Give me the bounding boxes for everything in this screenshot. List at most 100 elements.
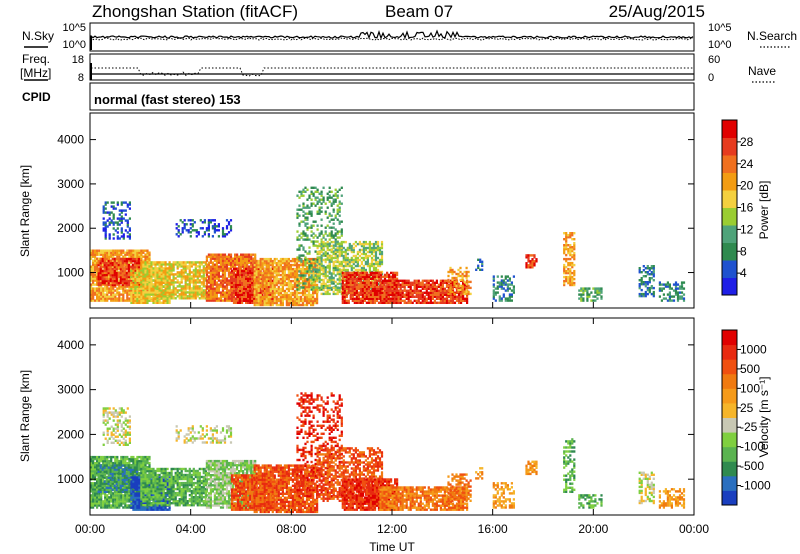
heatmap-cell bbox=[269, 279, 272, 283]
heatmap-cell bbox=[94, 277, 97, 280]
heatmap-cell bbox=[334, 284, 337, 288]
heatmap-cell bbox=[279, 289, 282, 293]
heatmap-cell bbox=[142, 301, 145, 304]
heatmap-cell bbox=[126, 205, 129, 208]
heatmap-cell bbox=[363, 299, 366, 302]
heatmap-cell bbox=[104, 271, 107, 274]
heatmap-cell bbox=[104, 253, 107, 256]
heatmap-cell bbox=[232, 291, 236, 294]
heatmap-cell bbox=[291, 263, 294, 267]
heatmap-cell bbox=[257, 279, 260, 283]
heatmap-cell bbox=[363, 277, 366, 280]
heatmap-cell bbox=[287, 267, 290, 271]
heatmap-cell bbox=[188, 261, 191, 264]
heatmap-cell bbox=[295, 263, 299, 267]
heatmap-cell bbox=[142, 299, 145, 302]
heatmap-cell bbox=[389, 293, 392, 296]
heatmap-cell bbox=[132, 279, 135, 282]
heatmap-cell bbox=[100, 289, 103, 292]
heatmap-cell bbox=[96, 279, 99, 282]
heatmap-cell bbox=[232, 267, 236, 271]
heatmap-cell bbox=[136, 289, 139, 292]
heatmap-cell bbox=[118, 295, 121, 298]
heatmap-cell bbox=[117, 271, 120, 275]
heatmap-cell bbox=[395, 291, 398, 294]
heatmap-cell bbox=[207, 221, 210, 224]
heatmap-cell bbox=[140, 263, 143, 266]
heatmap-cell bbox=[213, 281, 216, 284]
heatmap-cell bbox=[176, 275, 179, 278]
heatmap-cell bbox=[111, 279, 114, 283]
heatmap-cell bbox=[395, 301, 398, 304]
heatmap-cell bbox=[156, 283, 159, 286]
heatmap-cell bbox=[367, 281, 370, 284]
heatmap-cell bbox=[215, 271, 218, 274]
heatmap-cell bbox=[219, 283, 223, 286]
heatmap-cell bbox=[318, 280, 321, 284]
heatmap-cell bbox=[328, 286, 331, 290]
heatmap-cell bbox=[338, 188, 341, 191]
heatmap-cell bbox=[308, 252, 311, 255]
heatmap-cell bbox=[135, 259, 138, 263]
heatmap-cell bbox=[213, 227, 216, 230]
heatmap-cell bbox=[303, 287, 307, 291]
heatmap-cell bbox=[192, 283, 195, 286]
heatmap-cell bbox=[332, 208, 335, 211]
heatmap-cell bbox=[202, 275, 205, 278]
heatmap-cell bbox=[279, 263, 282, 267]
heatmap-cell bbox=[368, 254, 371, 258]
heatmap-cell bbox=[138, 301, 141, 304]
heatmap-cell bbox=[263, 279, 266, 283]
heatmap-cell bbox=[247, 269, 250, 273]
heatmap-cell bbox=[107, 283, 110, 287]
heatmap-cell bbox=[350, 246, 353, 250]
heatmap-cell bbox=[383, 287, 386, 290]
heatmap-cell bbox=[395, 283, 398, 286]
heatmap-cell bbox=[120, 221, 123, 224]
heatmap-cell bbox=[126, 297, 129, 300]
heatmap-cell bbox=[142, 281, 145, 284]
heatmap-cell bbox=[295, 275, 299, 279]
heatmap-cell bbox=[316, 202, 319, 205]
heatmap-cell bbox=[273, 301, 276, 305]
heatmap-cell bbox=[124, 261, 127, 264]
heatmap-cell bbox=[185, 223, 188, 226]
heatmap-cell bbox=[334, 254, 337, 258]
heatmap-cell bbox=[192, 261, 195, 264]
nsky-label: N.Sky bbox=[22, 29, 54, 43]
heatmap-cell bbox=[374, 260, 378, 264]
heatmap-cell bbox=[126, 263, 129, 266]
heatmap-cell bbox=[399, 279, 402, 282]
heatmap-cell bbox=[305, 271, 309, 275]
heatmap-cell bbox=[160, 265, 163, 268]
heatmap-cell bbox=[97, 261, 100, 265]
heatmap-cell bbox=[308, 260, 311, 263]
heatmap-cell bbox=[223, 275, 227, 278]
heatmap-cell bbox=[330, 282, 333, 285]
heatmap-cell bbox=[394, 297, 397, 300]
heatmap-cell bbox=[289, 273, 292, 277]
heatmap-cell bbox=[376, 268, 380, 272]
heatmap-cell bbox=[391, 281, 394, 284]
heatmap-cell bbox=[90, 275, 93, 278]
heatmap-cell bbox=[318, 266, 321, 270]
heatmap-cell bbox=[342, 246, 345, 250]
heatmap-cell bbox=[356, 242, 359, 246]
heatmap-cell bbox=[275, 275, 278, 279]
heatmap-cell bbox=[178, 265, 181, 268]
heatmap-cell bbox=[156, 285, 159, 288]
heatmap-cell bbox=[310, 271, 313, 275]
heatmap-cell bbox=[207, 297, 210, 300]
heatmap-cell bbox=[115, 265, 118, 269]
heatmap-cell bbox=[349, 275, 352, 278]
heatmap-cell bbox=[111, 271, 114, 275]
heatmap-cell bbox=[381, 293, 384, 296]
heatmap-cell bbox=[304, 234, 307, 237]
heatmap-cell bbox=[144, 287, 147, 290]
heatmap-cell bbox=[223, 273, 227, 276]
heatmap-cell bbox=[235, 273, 238, 277]
heatmap-cell bbox=[234, 259, 237, 262]
heatmap-cell bbox=[328, 244, 331, 248]
heatmap-cell bbox=[342, 264, 345, 268]
